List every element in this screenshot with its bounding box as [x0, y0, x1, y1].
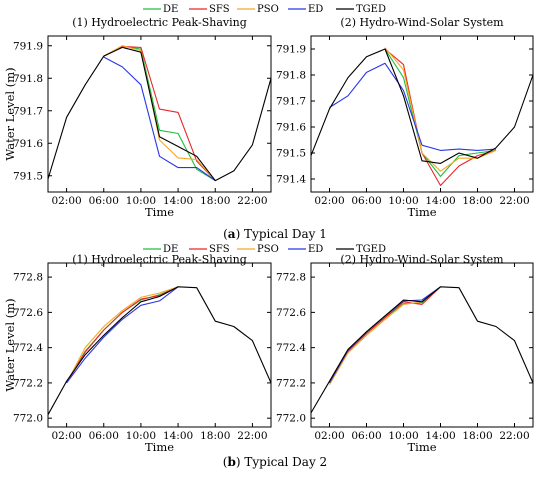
x-tick-label: 18:00 [462, 430, 492, 442]
y-tick-label: 791.7 [13, 105, 43, 117]
y-axis-title: Water Level (m) [3, 298, 17, 391]
x-tick-label: 14:00 [425, 430, 455, 442]
x-tick-label: 18:00 [200, 430, 230, 442]
x-tick-label: 18:00 [462, 195, 492, 207]
series-line-ed [329, 62, 497, 151]
y-tick-label: 791.5 [276, 148, 306, 160]
legend-1: DE SFS PSO ED TGED [143, 4, 386, 15]
plot-frame [47, 35, 272, 193]
x-tick-label: 22:00 [499, 195, 529, 207]
y-tick-label: 772.4 [13, 342, 43, 354]
y-tick-label: 772.8 [276, 272, 306, 284]
caption-paren-open: ( [223, 455, 228, 469]
x-tick-label: 06:00 [89, 430, 119, 442]
chart-panel-1: DE SFS PSO ED TGED (1) Hydroelectric Peak-Sha… [3, 4, 386, 219]
x-tick-label: 10:00 [388, 430, 418, 442]
y-tick-label: 791.8 [13, 73, 43, 85]
chart-panel-3: DE SFS PSO ED TGED (1) Hydroelectric Peak-Sha… [3, 244, 386, 454]
legend-label-tged: TGED [356, 4, 386, 15]
series-line-tged [310, 286, 534, 414]
x-axis-title: Time [145, 440, 174, 454]
caption-b: (b) Typical Day 2 [223, 455, 327, 469]
x-tick-label: 02:00 [51, 430, 81, 442]
x-tick-label: 10:00 [388, 195, 418, 207]
y-tick-label: 772.2 [276, 377, 306, 389]
x-tick-label: 06:00 [351, 195, 381, 207]
x-tick-label: 14:00 [425, 195, 455, 207]
chart-panel-4: (2) Hydro-Wind-Solar System 772.0 772.2 772… [276, 253, 534, 454]
y-tick-label: 772.6 [276, 307, 306, 319]
y-tick-label: 772.0 [13, 413, 43, 425]
caption-text: ) Typical Day 1 [236, 227, 327, 241]
caption-a: (a) Typical Day 1 [223, 227, 327, 241]
legend-label-pso: PSO [257, 4, 279, 15]
y-tick-label: 772.8 [13, 272, 43, 284]
x-tick-label: 02:00 [314, 195, 344, 207]
x-tick-label: 02:00 [314, 430, 344, 442]
x-tick-label: 18:00 [200, 195, 230, 207]
series-line-de [384, 48, 497, 177]
caption-text: ) Typical Day 2 [236, 455, 327, 469]
series-line-sfs [103, 45, 216, 181]
x-tick-label: 06:00 [89, 195, 119, 207]
y-tick-label: 772.2 [13, 377, 43, 389]
y-tick-label: 791.6 [13, 138, 43, 150]
x-tick-label: 14:00 [163, 430, 193, 442]
x-tick-label: 14:00 [163, 195, 193, 207]
panel-title: (1) Hydroelectric Peak-Shaving [72, 16, 247, 29]
y-tick-label: 791.5 [13, 170, 43, 182]
legend-label-tged: TGED [356, 244, 386, 255]
y-tick-label: 791.7 [276, 96, 306, 108]
x-tick-label: 10:00 [126, 430, 156, 442]
x-tick-label: 06:00 [351, 430, 381, 442]
y-tick-label: 772.6 [13, 307, 43, 319]
x-tick-label: 22:00 [499, 430, 529, 442]
x-tick-label: 10:00 [126, 195, 156, 207]
series-line-ed [66, 286, 179, 384]
chart-panel-2: (2) Hydro-Wind-Solar System 791.4 791.5 791… [276, 16, 534, 219]
x-axis-title: Time [145, 205, 174, 219]
y-tick-label: 791.4 [276, 174, 306, 186]
panel-title: (2) Hydro-Wind-Solar System [340, 253, 504, 266]
panel-title: (1) Hydroelectric Peak-Shaving [72, 253, 247, 266]
legend-label-sfs: SFS [209, 244, 230, 255]
series-line-sfs [66, 286, 179, 384]
caption-letter: a [228, 227, 236, 241]
legend-label-pso: PSO [257, 244, 279, 255]
plot-frame [310, 35, 534, 193]
plot-frame [310, 262, 534, 428]
series-line-tged [47, 286, 272, 415]
panel-title: (2) Hydro-Wind-Solar System [340, 16, 504, 29]
x-axis-title: Time [407, 205, 436, 219]
y-tick-label: 772.0 [276, 413, 306, 425]
series-line-ed [103, 56, 216, 182]
y-tick-label: 791.8 [276, 70, 306, 82]
series-line-tged [310, 48, 534, 164]
series-line-de [329, 286, 441, 384]
legend-3: DE SFS PSO ED TGED [143, 244, 386, 255]
legend-label-ed: ED [308, 4, 323, 15]
legend-label-de: DE [163, 244, 178, 255]
series-line-de [66, 286, 179, 384]
caption-paren-open: ( [223, 227, 228, 241]
y-tick-label: 772.4 [276, 342, 306, 354]
legend-label-ed: ED [308, 244, 323, 255]
legend-label-sfs: SFS [209, 4, 230, 15]
y-tick-label: 791.9 [13, 40, 43, 52]
y-tick-label: 791.9 [276, 44, 306, 56]
x-axis-title: Time [407, 440, 436, 454]
x-tick-label: 22:00 [237, 195, 267, 207]
series-line-sfs [384, 48, 497, 187]
x-tick-label: 02:00 [51, 195, 81, 207]
y-tick-label: 791.6 [276, 122, 306, 134]
series-line-pso [66, 286, 179, 384]
series-line-tged [47, 46, 272, 182]
plot-frame [47, 262, 272, 428]
caption-letter: b [227, 455, 235, 469]
legend-label-de: DE [163, 4, 178, 15]
series-line-pso [103, 45, 216, 181]
y-axis-title: Water Level (m) [3, 67, 17, 160]
x-tick-label: 22:00 [237, 430, 267, 442]
